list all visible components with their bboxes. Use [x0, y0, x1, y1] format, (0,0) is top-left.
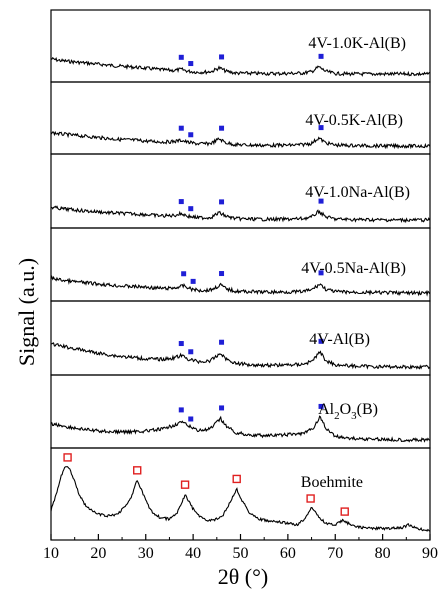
- series-lines-group: [50, 57, 431, 532]
- x-axis: 10 20 30 40 50 60 70 80 90: [43, 534, 438, 562]
- boehmite-peak-marker: [133, 466, 142, 475]
- gamma-alumina-peak-marker: [219, 405, 225, 411]
- x-tick-label: 50: [233, 545, 249, 562]
- gamma-alumina-peak-marker: [318, 338, 324, 344]
- series-label-boehmite: Boehmite: [301, 474, 363, 491]
- series-label-4v-1-0na: 4V-1.0Na-Al(B): [305, 184, 410, 201]
- x-tick-label: 90: [422, 545, 438, 562]
- gamma-alumina-peak-marker: [178, 125, 184, 131]
- gamma-alumina-peak-marker: [318, 270, 324, 276]
- gamma-alumina-peak-marker: [178, 341, 184, 347]
- boehmite-peak-marker: [232, 474, 241, 484]
- gamma-alumina-peak-marker: [181, 271, 187, 277]
- x-tick-label: 40: [185, 545, 201, 562]
- boehmite-peak-marker: [63, 453, 72, 462]
- series-label-4v-0-5k: 4V-0.5K-Al(B): [305, 112, 403, 129]
- series-line: [50, 57, 430, 77]
- series-label-4v-al: 4V-Al(B): [309, 331, 370, 348]
- series-line: [50, 275, 431, 297]
- y-axis-title: Signal (a.u.): [14, 258, 39, 366]
- x-tick-label: 20: [90, 545, 106, 562]
- series-label-4v-1-0k: 4V-1.0K-Al(B): [308, 35, 406, 52]
- gamma-alumina-peak-marker: [318, 403, 324, 409]
- gamma-alumina-peak-marker: [178, 407, 184, 413]
- series-line: [50, 342, 431, 370]
- series-labels-group: 4V-1.0K-Al(B) 4V-0.5K-Al(B) 4V-1.0Na-Al(…: [301, 35, 410, 491]
- gamma-alumina-peak-marker: [219, 339, 225, 345]
- gamma-alumina-peak-marker: [188, 132, 194, 138]
- gamma-alumina-peak-marker: [318, 198, 324, 204]
- series-line: [50, 130, 431, 150]
- gamma-alumina-peak-marker: [178, 199, 184, 205]
- series-line: [50, 466, 431, 532]
- x-tick-label: 60: [280, 545, 296, 562]
- gamma-alumina-peak-marker: [219, 54, 225, 60]
- gamma-alumina-peak-marker: [318, 125, 324, 131]
- x-tick-label: 10: [43, 545, 59, 562]
- series-line: [50, 205, 431, 224]
- panels-group: [50, 9, 431, 541]
- series-line: [50, 415, 431, 443]
- gamma-alumina-peak-marker: [190, 278, 196, 284]
- gamma-alumina-peak-marker: [188, 349, 194, 355]
- gamma-alumina-peak-marker: [219, 199, 225, 205]
- markers-group: [63, 53, 349, 516]
- x-axis-title: 2θ (°): [218, 564, 269, 589]
- x-tick-label: 30: [138, 545, 154, 562]
- gamma-alumina-peak-marker: [219, 125, 225, 131]
- gamma-alumina-peak-marker: [188, 61, 194, 67]
- x-tick-label: 70: [327, 545, 343, 562]
- gamma-alumina-peak-marker: [219, 271, 225, 277]
- panel-frame: [50, 447, 431, 541]
- gamma-alumina-peak-marker: [178, 54, 184, 60]
- boehmite-peak-marker: [340, 507, 349, 516]
- gamma-alumina-peak-marker: [188, 416, 194, 422]
- boehmite-peak-marker: [306, 494, 315, 503]
- series-label-al2o3: Al2O3(B): [318, 401, 378, 422]
- gamma-alumina-peak-marker: [318, 53, 324, 59]
- series-label-4v-0-5na: 4V-0.5Na-Al(B): [301, 260, 406, 277]
- gamma-alumina-peak-marker: [188, 206, 194, 212]
- x-tick-label: 80: [375, 545, 391, 562]
- boehmite-peak-marker: [180, 480, 190, 489]
